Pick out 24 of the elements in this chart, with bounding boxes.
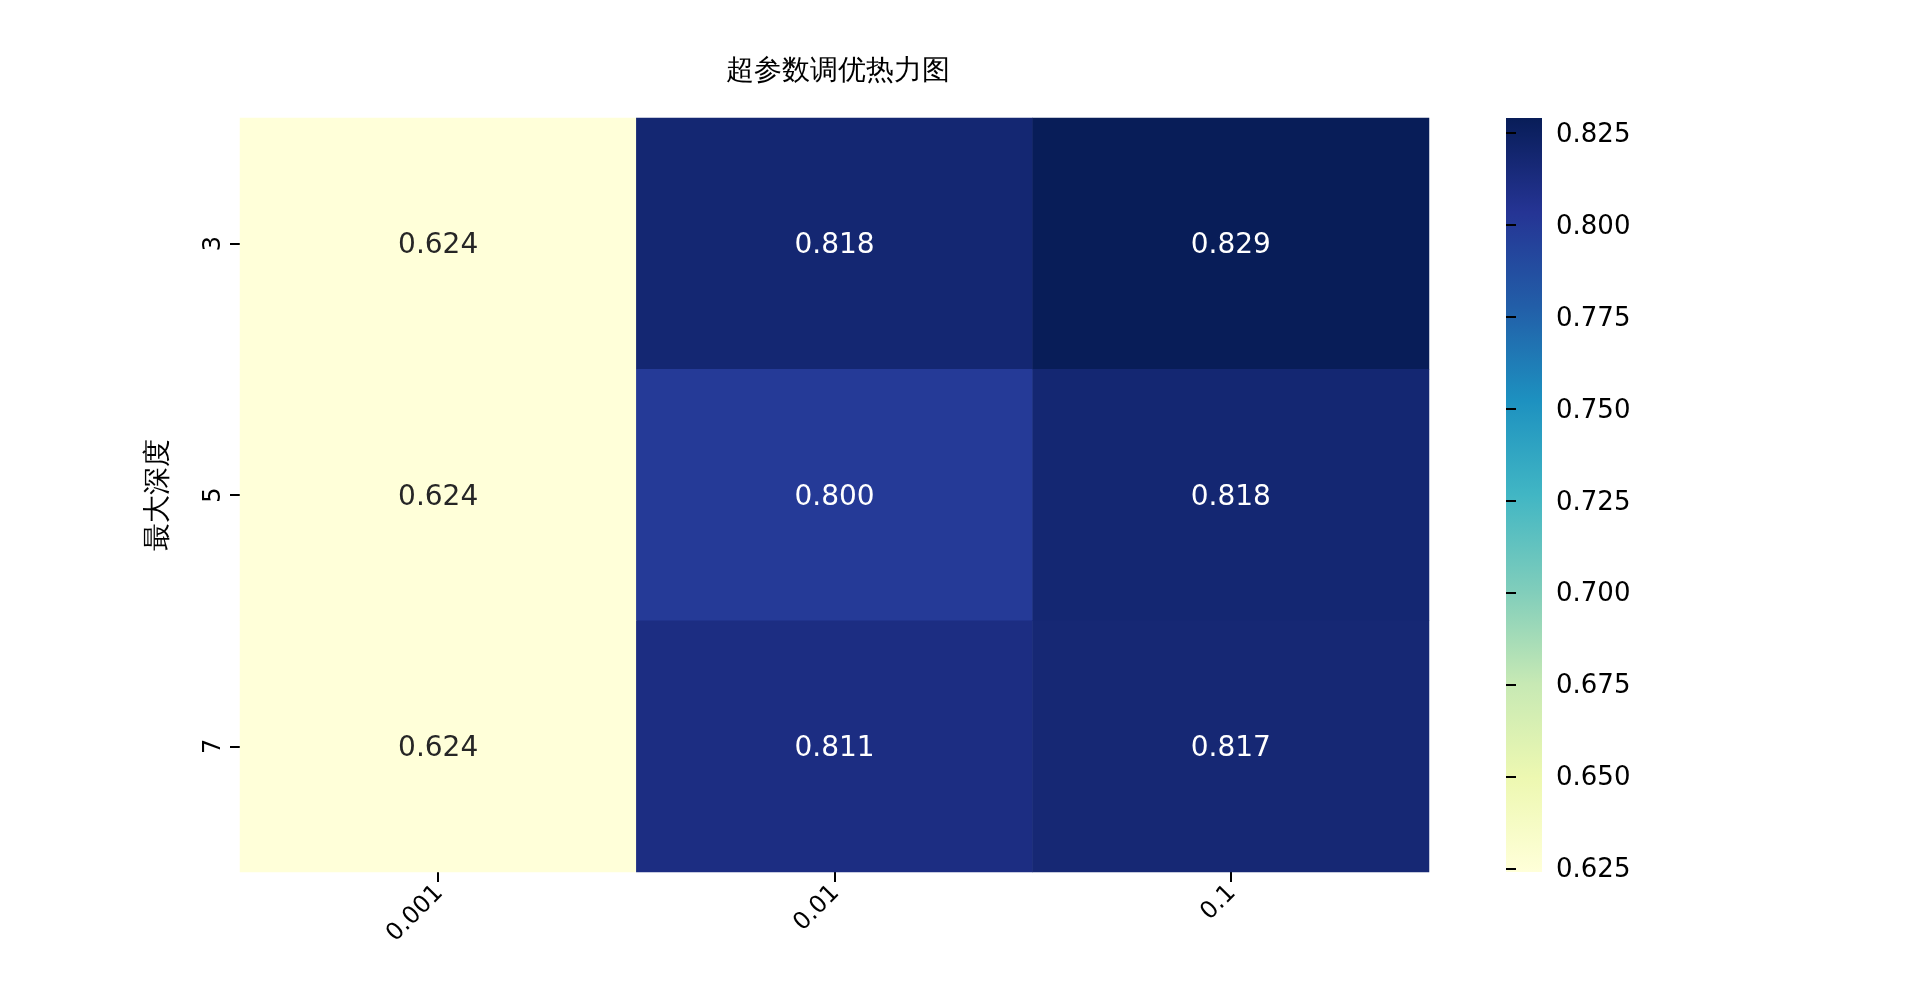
color-bar-label: 0.625: [1556, 853, 1631, 884]
color-bar-label: 0.750: [1556, 393, 1631, 424]
data-label: 0.811: [794, 729, 875, 763]
data-label: 0.800: [794, 478, 875, 512]
y-tick-label: 7: [198, 738, 226, 754]
color-bar-label: 0.775: [1556, 301, 1631, 332]
data-label: 0.818: [1190, 478, 1271, 512]
color-bar-label: 0.725: [1556, 485, 1631, 516]
x-tick-label: 0.1: [1193, 878, 1241, 925]
color-bar-label: 0.825: [1556, 117, 1631, 148]
color-bar-label: 0.650: [1556, 761, 1631, 792]
color-bar-label: 0.675: [1556, 669, 1631, 700]
color-bar-label: 0.700: [1556, 577, 1631, 608]
data-label: 0.624: [398, 227, 479, 261]
data-label: 0.818: [794, 227, 875, 261]
color-bar-label: 0.800: [1556, 209, 1631, 240]
y-tick-label: 5: [198, 487, 226, 503]
data-label: 0.829: [1190, 227, 1271, 261]
data-label: 0.817: [1190, 729, 1271, 763]
y-tick-label: 3: [198, 236, 226, 252]
data-label: 0.624: [398, 478, 479, 512]
chart-title: 超参数调优热力图: [726, 52, 950, 86]
data-label: 0.624: [398, 729, 479, 763]
y-axis-title: 最大深度: [139, 439, 173, 551]
